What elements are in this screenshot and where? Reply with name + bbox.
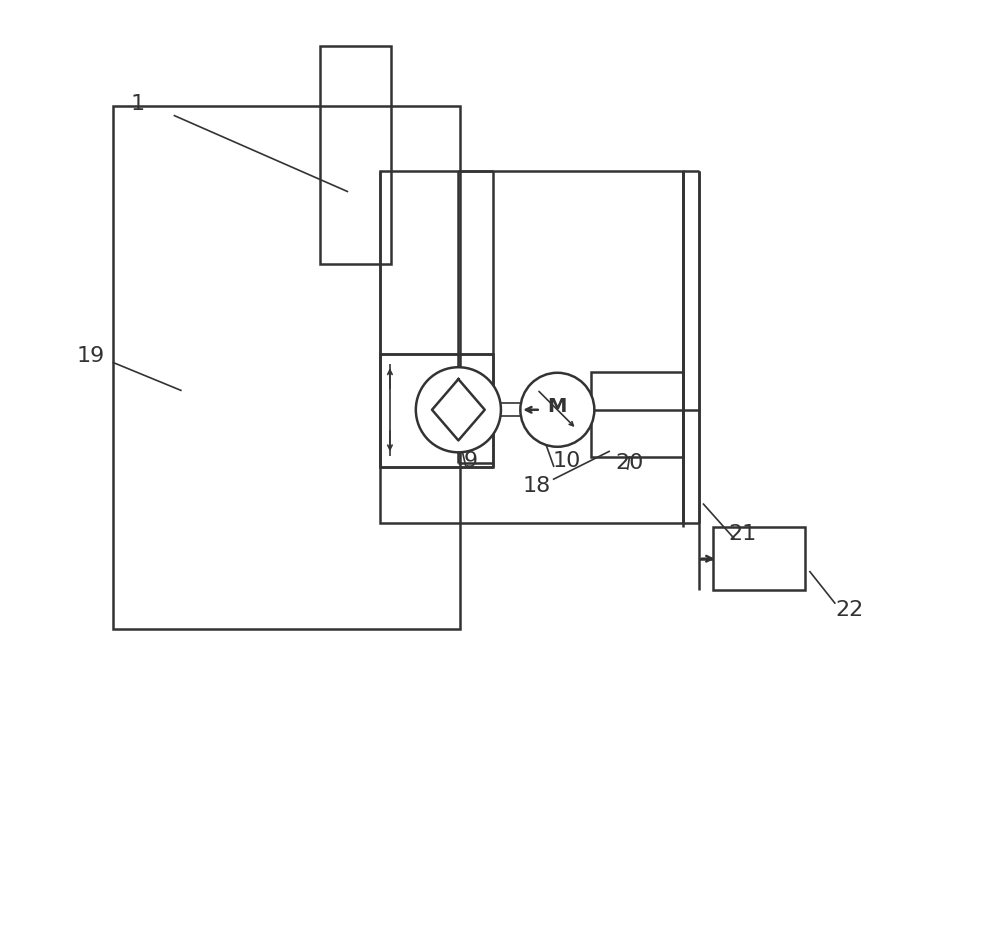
Bar xyxy=(591,372,683,457)
Text: 10: 10 xyxy=(552,450,581,471)
Bar xyxy=(713,527,805,590)
Text: M: M xyxy=(548,397,567,415)
Text: 21: 21 xyxy=(728,524,756,544)
Text: 20: 20 xyxy=(615,453,644,474)
Bar xyxy=(380,171,683,523)
Circle shape xyxy=(520,373,594,447)
Bar xyxy=(380,354,493,467)
Circle shape xyxy=(416,367,501,452)
Text: 19: 19 xyxy=(77,346,105,366)
Text: 18: 18 xyxy=(523,475,551,496)
Text: 22: 22 xyxy=(836,600,864,621)
Bar xyxy=(113,106,460,629)
Bar xyxy=(320,46,391,264)
Text: 1: 1 xyxy=(130,93,144,114)
Text: 9: 9 xyxy=(463,450,477,471)
